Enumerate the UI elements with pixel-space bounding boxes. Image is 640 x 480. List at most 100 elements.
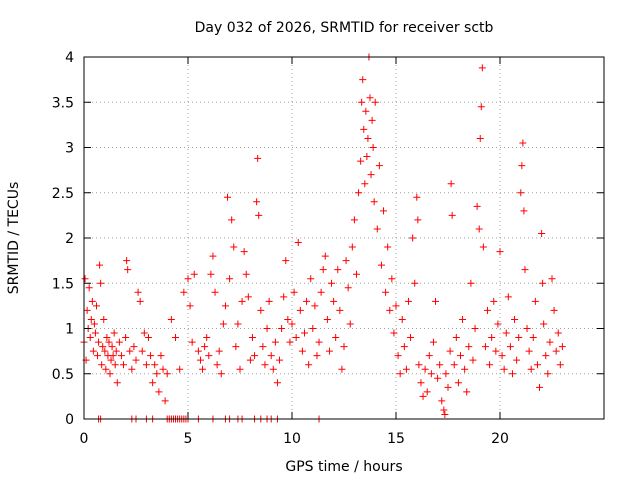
data-point — [328, 279, 336, 287]
data-point — [205, 352, 213, 360]
data-point — [363, 153, 371, 161]
data-point — [520, 207, 528, 215]
data-point — [355, 189, 363, 197]
x-tick-label: 20 — [491, 431, 509, 447]
data-point — [226, 275, 234, 283]
data-point — [136, 297, 144, 305]
data-point — [481, 343, 489, 351]
x-axis-label: GPS time / hours — [285, 459, 402, 475]
data-point — [476, 134, 484, 142]
data-point — [149, 379, 157, 387]
data-point — [307, 275, 315, 283]
data-point — [414, 216, 422, 224]
data-point — [554, 329, 562, 337]
data-point — [542, 352, 550, 360]
data-point — [296, 306, 304, 314]
data-point — [120, 361, 128, 369]
data-point — [311, 302, 319, 310]
data-point — [238, 297, 246, 305]
plot-frame — [83, 56, 605, 420]
data-point — [548, 275, 556, 283]
data-point — [317, 288, 325, 296]
data-point — [407, 334, 415, 342]
data-point — [88, 297, 96, 305]
data-point — [161, 397, 169, 405]
data-point — [242, 270, 250, 278]
data-point — [122, 334, 130, 342]
data-point — [140, 329, 148, 337]
data-point — [521, 266, 529, 274]
data-point — [81, 275, 89, 283]
data-point — [90, 320, 98, 328]
data-point — [267, 352, 275, 360]
data-point — [248, 334, 256, 342]
data-point — [167, 315, 175, 323]
data-point — [86, 334, 94, 342]
data-point — [527, 365, 535, 373]
data-point — [523, 325, 531, 332]
data-point — [441, 410, 449, 418]
y-axis-label: SRMTID / TECUs — [6, 182, 22, 295]
data-point — [236, 365, 244, 373]
data-point — [259, 343, 267, 351]
data-point — [282, 257, 290, 265]
grid-lines — [84, 57, 604, 419]
y-tick-label: 3 — [65, 141, 74, 157]
data-point — [106, 370, 114, 378]
data-point — [321, 252, 329, 260]
data-point — [96, 261, 104, 269]
data-point — [132, 356, 140, 364]
data-point — [319, 266, 327, 274]
data-point — [388, 275, 396, 283]
data-point — [100, 315, 108, 323]
data-point — [364, 134, 372, 142]
data-point — [292, 334, 300, 342]
data-point — [97, 279, 105, 287]
data-point — [506, 343, 514, 351]
data-point — [440, 406, 448, 414]
data-point — [213, 361, 221, 369]
data-point — [203, 334, 211, 342]
data-point — [380, 207, 388, 215]
data-point — [375, 162, 383, 170]
data-point — [373, 225, 381, 233]
data-point — [396, 370, 404, 378]
data-point — [544, 370, 552, 378]
data-point — [359, 76, 367, 84]
data-point — [434, 374, 442, 382]
data-point — [361, 180, 369, 188]
data-point — [392, 302, 400, 310]
data-point — [157, 352, 165, 360]
data-point — [423, 388, 431, 396]
data-point — [254, 154, 262, 162]
x-tick-label: 5 — [184, 431, 193, 447]
data-point — [479, 243, 487, 251]
data-point — [398, 315, 406, 323]
data-point — [338, 365, 346, 373]
data-point — [83, 306, 91, 314]
data-point — [477, 103, 485, 111]
data-point — [367, 171, 375, 179]
data-point — [105, 338, 113, 346]
data-point — [144, 334, 152, 342]
data-point — [465, 343, 473, 351]
y-tick-label: 2.5 — [52, 186, 74, 202]
data-points — [80, 53, 566, 423]
data-point — [475, 225, 483, 233]
data-point — [473, 202, 481, 210]
data-point — [421, 365, 429, 373]
y-tick-label: 1.5 — [52, 276, 74, 292]
y-tick-label: 4 — [65, 50, 74, 66]
data-point — [194, 347, 202, 355]
data-point — [371, 98, 379, 106]
data-point — [429, 338, 437, 346]
data-point — [454, 379, 462, 387]
data-point — [271, 338, 279, 346]
data-point — [488, 334, 496, 342]
data-point — [368, 116, 376, 124]
y-tick-label: 0.5 — [52, 367, 74, 383]
data-point — [284, 315, 292, 323]
data-point — [325, 347, 333, 355]
data-point — [184, 275, 192, 283]
